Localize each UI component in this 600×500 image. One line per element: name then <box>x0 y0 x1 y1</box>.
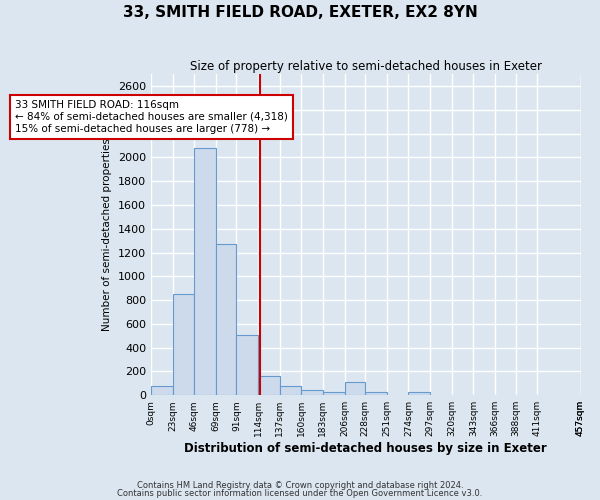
Bar <box>216 244 236 395</box>
Bar <box>236 334 258 395</box>
Bar <box>173 294 194 395</box>
Bar <box>344 382 365 395</box>
Bar <box>301 390 323 395</box>
Y-axis label: Number of semi-detached properties: Number of semi-detached properties <box>102 138 112 331</box>
Text: Contains HM Land Registry data © Crown copyright and database right 2024.: Contains HM Land Registry data © Crown c… <box>137 480 463 490</box>
Bar <box>365 392 387 395</box>
Bar <box>409 392 430 395</box>
Title: Size of property relative to semi-detached houses in Exeter: Size of property relative to semi-detach… <box>190 60 542 73</box>
Bar <box>258 376 280 395</box>
Bar <box>151 386 173 395</box>
X-axis label: Distribution of semi-detached houses by size in Exeter: Distribution of semi-detached houses by … <box>184 442 547 455</box>
Bar <box>323 392 344 395</box>
Text: Contains public sector information licensed under the Open Government Licence v3: Contains public sector information licen… <box>118 489 482 498</box>
Bar <box>280 386 301 395</box>
Text: 33, SMITH FIELD ROAD, EXETER, EX2 8YN: 33, SMITH FIELD ROAD, EXETER, EX2 8YN <box>122 5 478 20</box>
Text: 33 SMITH FIELD ROAD: 116sqm
← 84% of semi-detached houses are smaller (4,318)
15: 33 SMITH FIELD ROAD: 116sqm ← 84% of sem… <box>15 100 288 134</box>
Bar <box>194 148 216 395</box>
